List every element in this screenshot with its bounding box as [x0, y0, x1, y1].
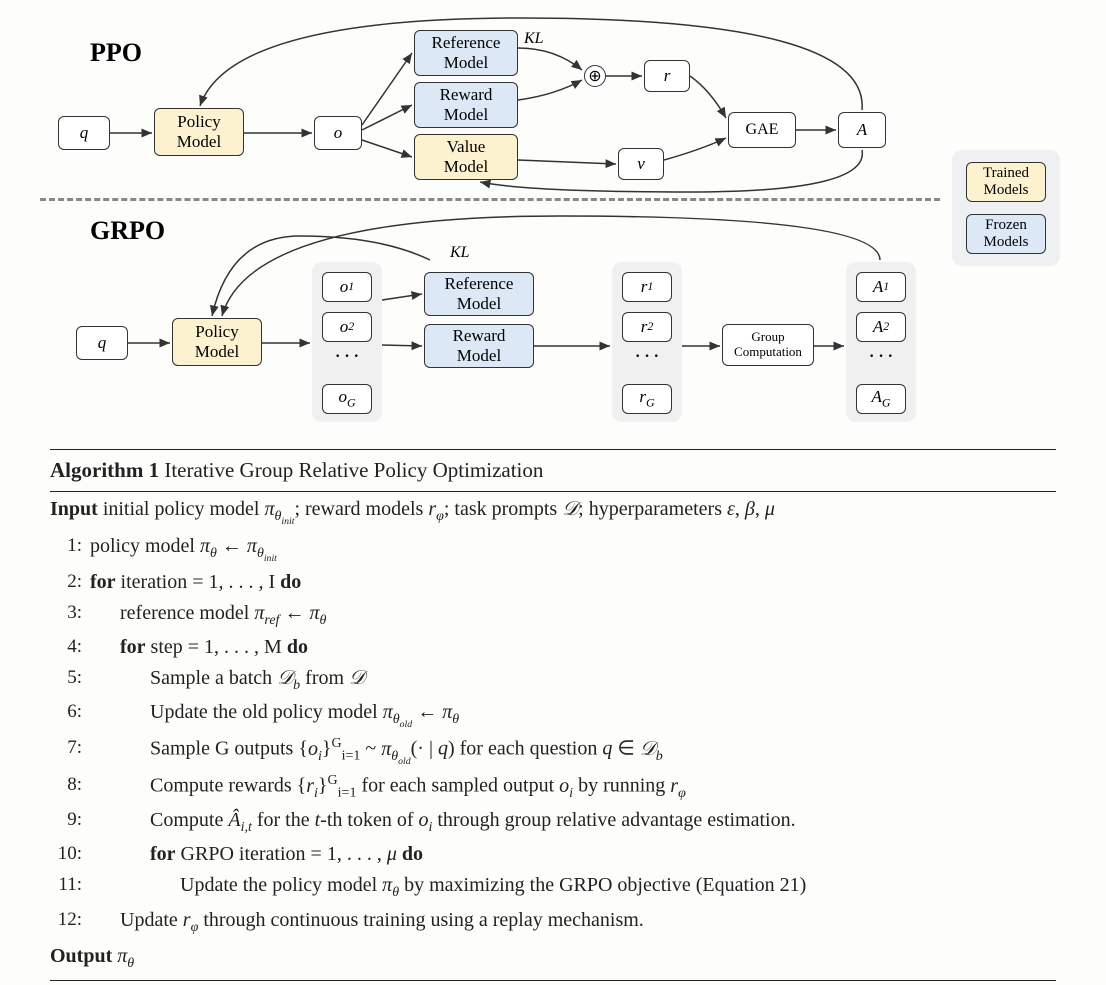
- algo-title-text: Iterative Group Relative Policy Optimiza…: [164, 458, 543, 482]
- grpo-AG: AG: [856, 384, 906, 414]
- ppo-ref: Reference Model: [414, 30, 518, 76]
- grpo-reward-label: Reward Model: [453, 326, 506, 365]
- grpo-title: GRPO: [90, 216, 165, 246]
- ppo-title: PPO: [90, 38, 142, 68]
- algo-line: Compute Âi,t for the t-th token of oi th…: [50, 805, 1056, 839]
- ppo-plus-icon: ⊕: [584, 65, 606, 87]
- grpo-o2: o2: [322, 312, 372, 342]
- algo-line: Sample a batch 𝒟b from 𝒟: [50, 663, 1056, 697]
- ppo-gae-label: GAE: [746, 121, 779, 139]
- grpo-r2: r2: [622, 312, 672, 342]
- divider: [40, 198, 940, 201]
- legend-trained-label: Trained Models: [983, 165, 1029, 200]
- algo-output: Output πθ: [50, 941, 1056, 976]
- ppo-ref-label: Reference Model: [432, 33, 501, 72]
- grpo-o1: o1: [322, 272, 372, 302]
- algo-lines: policy model πθ ← πθinitfor iteration = …: [50, 531, 1056, 939]
- legend: Trained Models Frozen Models: [952, 150, 1060, 266]
- grpo-groupcomp: Group Computation: [722, 324, 814, 366]
- ppo-o: o: [314, 116, 362, 150]
- canvas: PPO q Policy Model o Reference Model Rew…: [0, 0, 1106, 934]
- algo-rule-top: [50, 449, 1056, 450]
- legend-frozen: Frozen Models: [966, 214, 1046, 254]
- grpo-policy-label: Policy Model: [195, 322, 239, 361]
- algo-line: policy model πθ ← πθinit: [50, 531, 1056, 567]
- grpo-o-dots: · · ·: [322, 348, 372, 366]
- algo-rule-bottom: [50, 980, 1056, 981]
- algo-title-prefix: Algorithm 1: [50, 458, 159, 482]
- ppo-policy-label: Policy Model: [177, 112, 221, 151]
- algo-title: Algorithm 1 Iterative Group Relative Pol…: [50, 454, 1056, 487]
- ppo-r: r: [644, 60, 690, 92]
- ppo-v-label: v: [637, 154, 645, 174]
- algo-line: reference model πref ← πθ: [50, 598, 1056, 632]
- ppo-value-label: Value Model: [444, 137, 488, 176]
- algo-rule-mid: [50, 491, 1056, 492]
- ppo-reward-label: Reward Model: [440, 85, 493, 124]
- algo-line: for step = 1, . . . , M do: [50, 632, 1056, 663]
- ppo-q: q: [58, 116, 110, 150]
- arrows-svg: [0, 0, 1106, 440]
- grpo-reward: Reward Model: [424, 324, 534, 368]
- ppo-policy: Policy Model: [154, 108, 244, 156]
- legend-trained: Trained Models: [966, 162, 1046, 202]
- algo-line: for GRPO iteration = 1, . . . , μ do: [50, 839, 1056, 870]
- grpo-A2: A2: [856, 312, 906, 342]
- grpo-rG: rG: [622, 384, 672, 414]
- ppo-o-label: o: [334, 123, 343, 143]
- grpo-ref-label: Reference Model: [445, 274, 514, 313]
- grpo-ref: Reference Model: [424, 272, 534, 316]
- grpo-policy: Policy Model: [172, 318, 262, 366]
- ppo-A: A: [838, 112, 886, 148]
- grpo-A-dots: · · ·: [856, 348, 906, 366]
- grpo-kl-label: KL: [450, 244, 470, 262]
- grpo-groupcomp-label: Group Computation: [734, 330, 802, 360]
- algo-line: Compute rewards {ri}Gi=1 for each sample…: [50, 770, 1056, 805]
- algo-input: Input initial policy model πθinit; rewar…: [50, 496, 1056, 529]
- grpo-q: q: [76, 326, 128, 360]
- ppo-reward: Reward Model: [414, 82, 518, 128]
- ppo-r-label: r: [664, 66, 671, 86]
- ppo-v: v: [618, 148, 664, 180]
- algorithm-block: Algorithm 1 Iterative Group Relative Pol…: [50, 445, 1056, 985]
- ppo-kl-label: KL: [524, 30, 544, 48]
- algo-line: Sample G outputs {oi}Gi=1 ~ πθold(· | q)…: [50, 733, 1056, 770]
- grpo-oG: oG: [322, 384, 372, 414]
- algo-line: for iteration = 1, . . . , I do: [50, 567, 1056, 598]
- ppo-A-label: A: [857, 120, 867, 140]
- ppo-gae: GAE: [728, 112, 796, 148]
- grpo-r-dots: · · ·: [622, 348, 672, 366]
- grpo-r1: r1: [622, 272, 672, 302]
- ppo-q-label: q: [80, 123, 89, 143]
- grpo-q-label: q: [98, 333, 107, 353]
- algo-line: Update the old policy model πθold ← πθ: [50, 697, 1056, 733]
- grpo-A1: A1: [856, 272, 906, 302]
- algo-line: Update the policy model πθ by maximizing…: [50, 870, 1056, 904]
- legend-frozen-label: Frozen Models: [984, 217, 1029, 252]
- ppo-value: Value Model: [414, 134, 518, 180]
